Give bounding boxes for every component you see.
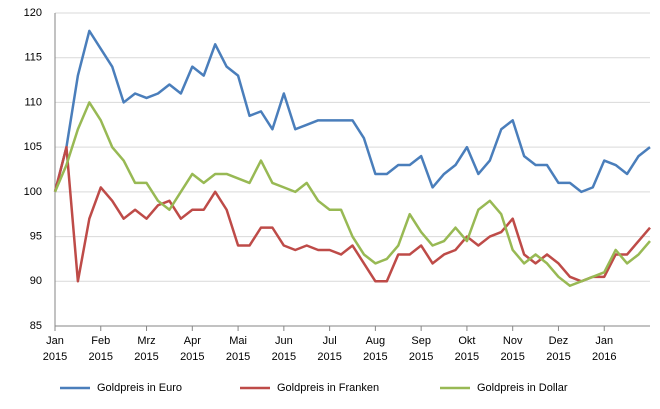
y-tick-label: 120 xyxy=(24,7,42,19)
x-tick-label: Dez 2015 xyxy=(546,335,570,363)
x-tick-label: Jan 2016 xyxy=(592,335,616,363)
legend-label: Goldpreis in Franken xyxy=(277,382,379,394)
x-tick-label: Jan 2015 xyxy=(43,335,67,363)
legend-label: Goldpreis in Euro xyxy=(97,382,182,394)
x-tick-label: Mai 2015 xyxy=(226,335,250,363)
y-tick-label: 115 xyxy=(24,52,42,64)
x-tick-label: Okt 2015 xyxy=(455,335,479,363)
series-line xyxy=(53,145,651,283)
y-tick-label: 85 xyxy=(30,320,42,332)
y-tick-label: 90 xyxy=(30,275,42,287)
y-tick-label: 110 xyxy=(24,96,42,108)
x-tick-label: Jun 2015 xyxy=(272,335,296,363)
x-tick-label: Aug 2015 xyxy=(363,335,387,363)
y-tick-label: 95 xyxy=(30,230,42,242)
y-tick-label: 105 xyxy=(24,141,42,153)
series-line xyxy=(53,101,651,288)
x-tick-label: Sep 2015 xyxy=(409,335,433,363)
x-tick-label: Feb 2015 xyxy=(89,335,113,363)
x-tick-label: Mrz 2015 xyxy=(134,335,158,363)
x-tick-label: Jul 2015 xyxy=(317,335,341,363)
x-tick-label: Apr 2015 xyxy=(180,335,204,363)
series-line xyxy=(53,29,651,194)
legend-label: Goldpreis in Dollar xyxy=(477,382,568,394)
x-tick-label: Nov 2015 xyxy=(500,335,524,363)
y-tick-label: 100 xyxy=(24,186,42,198)
